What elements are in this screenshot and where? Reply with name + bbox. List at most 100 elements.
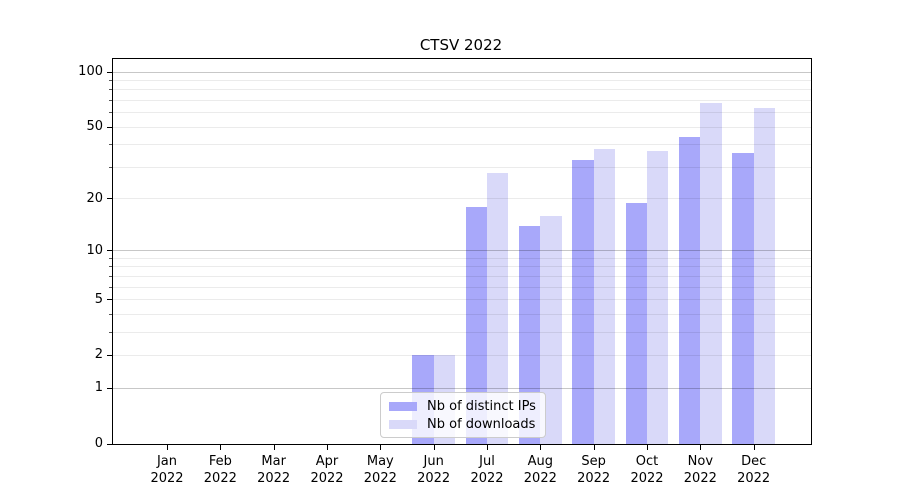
x-tick-label-oct: Oct 2022: [617, 453, 677, 487]
x-tick-month: Aug: [527, 454, 554, 469]
legend-label: Nb of distinct IPs: [427, 398, 536, 414]
y-minor-tick-mark: [109, 100, 112, 102]
x-tick-year: 2022: [683, 471, 717, 486]
minor-gridline: [113, 275, 811, 277]
y-tick-mark: [107, 71, 112, 73]
minor-gridline: [113, 313, 811, 315]
bar-distinct-ips-aug: [519, 225, 541, 444]
x-tick-label-dec: Dec 2022: [724, 453, 784, 487]
x-tick-label-nov: Nov 2022: [670, 453, 730, 487]
y-tick-mark: [107, 126, 112, 128]
minor-gridline: [113, 331, 811, 333]
x-tick-label-mar: Mar 2022: [244, 453, 304, 487]
y-minor-tick-mark: [109, 275, 112, 277]
x-tick-mark: [380, 445, 382, 450]
x-tick-label-apr: Apr 2022: [297, 453, 357, 487]
minor-gridline: [113, 89, 811, 91]
y-minor-tick-mark: [109, 80, 112, 82]
x-tick-month: Apr: [315, 454, 339, 469]
x-tick-year: 2022: [257, 471, 291, 486]
x-tick-year: 2022: [470, 471, 504, 486]
minor-gridline: [113, 112, 811, 114]
minor-gridline: [113, 80, 811, 82]
x-tick-mark: [700, 445, 702, 450]
x-tick-label-jul: Jul 2022: [457, 453, 517, 487]
y-tick-label: 5: [94, 291, 103, 307]
y-minor-tick-mark: [109, 286, 112, 288]
x-tick-mark: [540, 445, 542, 450]
x-tick-year: 2022: [310, 471, 344, 486]
y-tick-mark: [107, 299, 112, 301]
y-tick-mark: [107, 443, 112, 445]
minor-gridline: [113, 354, 811, 356]
x-tick-mark: [433, 445, 435, 450]
y-minor-tick-mark: [109, 166, 112, 168]
x-tick-month: Sep: [581, 454, 606, 469]
y-minor-tick-mark: [109, 266, 112, 268]
major-gridline: [113, 71, 811, 73]
y-tick-label: 20: [86, 190, 103, 206]
y-minor-tick-mark: [109, 258, 112, 259]
y-tick-mark: [107, 387, 112, 389]
y-minor-tick-mark: [109, 112, 112, 114]
minor-gridline: [113, 100, 811, 102]
bar-distinct-ips-jul: [465, 206, 487, 444]
minor-gridline: [113, 286, 811, 288]
x-tick-month: Jan: [156, 454, 178, 469]
bar-downloads-aug: [540, 215, 562, 444]
minor-gridline: [113, 126, 811, 128]
x-tick-year: 2022: [577, 471, 611, 486]
x-tick-month: Nov: [687, 454, 714, 469]
legend: Nb of distinct IPs Nb of downloads: [380, 392, 546, 438]
x-tick-month: Mar: [261, 454, 286, 469]
bar-downloads-dec: [753, 107, 775, 444]
minor-gridline: [113, 266, 811, 268]
minor-gridline: [113, 144, 811, 146]
y-tick-label: 1: [94, 380, 103, 396]
x-tick-label-jun: Jun 2022: [404, 453, 464, 487]
x-tick-label-jan: Jan 2022: [137, 453, 197, 487]
minor-gridline: [113, 299, 811, 301]
major-gridline: [113, 387, 811, 389]
y-minor-tick-mark: [109, 331, 112, 333]
x-tick-label-aug: Aug 2022: [510, 453, 570, 487]
x-tick-mark: [167, 445, 168, 450]
legend-swatch-downloads: [389, 419, 417, 429]
x-tick-mark: [593, 445, 595, 450]
x-tick-year: 2022: [150, 471, 184, 486]
y-tick-label: 2: [94, 347, 103, 363]
x-tick-mark: [486, 445, 488, 450]
x-tick-month: Oct: [635, 454, 659, 469]
y-tick-label: 100: [78, 64, 103, 80]
bar-downloads-nov: [700, 102, 722, 444]
x-tick-year: 2022: [417, 471, 451, 486]
x-tick-mark: [753, 445, 755, 450]
y-minor-tick-mark: [109, 89, 112, 91]
x-tick-label-sep: Sep 2022: [564, 453, 624, 487]
bar-downloads-sep: [593, 148, 615, 444]
x-tick-mark: [326, 445, 328, 450]
x-tick-month: Jun: [423, 454, 444, 469]
x-tick-year: 2022: [203, 471, 237, 486]
bar-downloads-oct: [646, 150, 669, 444]
legend-item: Nb of downloads: [389, 415, 537, 433]
y-tick-label: 10: [86, 242, 103, 258]
chart-title: CTSV 2022: [419, 36, 503, 54]
x-tick-month: Jul: [479, 454, 495, 469]
bar-downloads-jul: [486, 172, 509, 444]
bar-distinct-ips-nov: [679, 137, 701, 444]
x-tick-mark: [273, 445, 275, 450]
x-tick-year: 2022: [737, 471, 771, 486]
bar-distinct-ips-dec: [732, 153, 754, 444]
y-minor-tick-mark: [109, 313, 112, 315]
y-tick-mark: [107, 354, 112, 356]
y-minor-tick-mark: [109, 144, 112, 146]
y-tick-mark: [107, 198, 112, 200]
x-tick-year: 2022: [523, 471, 557, 486]
x-tick-mark: [220, 445, 222, 450]
x-tick-mark: [646, 445, 648, 450]
x-tick-year: 2022: [363, 471, 397, 486]
legend-item: Nb of distinct IPs: [389, 397, 537, 415]
x-tick-label-feb: Feb 2022: [190, 453, 250, 487]
